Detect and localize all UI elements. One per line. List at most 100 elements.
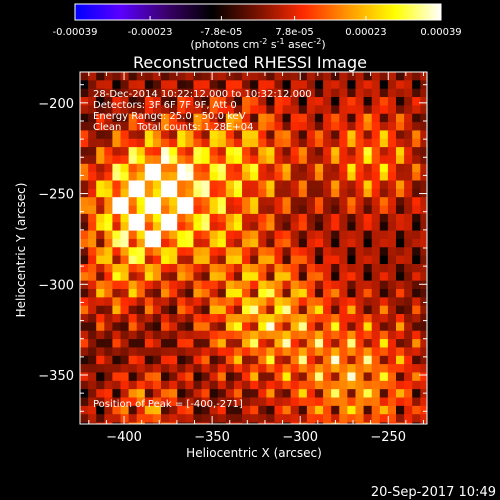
heatmap-cell <box>128 355 138 365</box>
heatmap-cell <box>290 188 300 198</box>
heatmap-cell <box>371 380 381 390</box>
heatmap-cell <box>193 130 203 140</box>
heatmap-cell <box>88 72 97 81</box>
heatmap-cell <box>104 289 114 298</box>
heatmap-cell <box>80 305 89 315</box>
heatmap-cell <box>404 147 413 157</box>
heatmap-cell <box>266 130 276 140</box>
heatmap-cell <box>136 314 146 323</box>
heatmap-cell <box>387 247 397 257</box>
heatmap-cell <box>120 72 130 81</box>
heatmap-cell <box>339 238 348 248</box>
heatmap-cell <box>298 389 308 399</box>
heatmap-cell <box>379 197 389 207</box>
heatmap-cell <box>282 197 292 207</box>
heatmap-cell <box>128 72 138 81</box>
heatmap-cell <box>290 88 300 98</box>
heatmap-cell <box>152 322 162 332</box>
heatmap-cell <box>355 364 365 374</box>
heatmap-cell <box>136 213 146 223</box>
heatmap-cell <box>209 272 219 282</box>
heatmap-cell <box>201 205 211 215</box>
heatmap-cell <box>395 197 405 207</box>
heatmap-cell <box>225 339 235 349</box>
heatmap-cell <box>104 272 114 282</box>
heatmap-cell <box>371 172 381 182</box>
heatmap-cell <box>128 414 138 424</box>
heatmap-cell <box>314 322 324 332</box>
heatmap-cell <box>152 105 162 115</box>
heatmap-cell <box>144 389 154 399</box>
heatmap-cell <box>225 180 235 190</box>
heatmap-cell <box>306 105 316 115</box>
heatmap-cell <box>225 197 235 207</box>
heatmap-cell <box>379 147 389 157</box>
heatmap-cell <box>120 88 130 98</box>
x-tick-label: −250 <box>370 430 406 445</box>
heatmap-cell <box>201 347 211 357</box>
heatmap-cell <box>355 297 365 307</box>
heatmap-cell <box>379 272 389 282</box>
heatmap-cell <box>225 255 235 265</box>
heatmap-cell <box>128 197 138 207</box>
heatmap-cell <box>201 72 211 81</box>
heatmap-cell <box>193 280 203 290</box>
heatmap-cell <box>136 105 146 115</box>
heatmap-cell <box>331 247 340 257</box>
heatmap-cell <box>217 205 227 215</box>
heatmap-cell <box>80 230 89 240</box>
heatmap-cell <box>323 347 332 357</box>
heatmap-cell <box>379 339 389 349</box>
heatmap-cell <box>144 72 154 81</box>
heatmap-cell <box>193 389 203 399</box>
heatmap-cell <box>314 163 324 173</box>
heatmap-cell <box>209 380 219 390</box>
heatmap-cell <box>242 222 251 232</box>
heatmap-cell <box>112 113 122 123</box>
heatmap-cell <box>274 230 284 240</box>
heatmap-cell <box>379 289 389 298</box>
heatmap-cell <box>250 305 259 315</box>
heatmap-cell <box>217 155 227 165</box>
heatmap-cell <box>323 197 332 207</box>
heatmap-cell <box>323 113 332 123</box>
heatmap-cell <box>290 247 300 257</box>
heatmap-cell <box>412 405 421 415</box>
heatmap-cell <box>177 397 186 407</box>
heatmap-cell <box>420 138 427 148</box>
heatmap-cell <box>209 314 219 323</box>
heatmap-cell <box>323 322 332 332</box>
heatmap-cell <box>112 405 122 415</box>
heatmap-cell <box>266 305 276 315</box>
heatmap-cell <box>242 289 251 298</box>
heatmap-cell <box>306 355 316 365</box>
heatmap-cell <box>347 405 357 415</box>
heatmap-cell <box>225 188 235 198</box>
heatmap-cell <box>274 172 284 182</box>
heatmap-cell <box>88 222 97 232</box>
heatmap-cell <box>274 155 284 165</box>
heatmap-cell <box>274 205 284 215</box>
heatmap-cell <box>258 347 267 357</box>
heatmap-cell <box>306 197 316 207</box>
heatmap-cell <box>112 380 122 390</box>
heatmap-cell <box>290 205 300 215</box>
heatmap-cell <box>209 163 219 173</box>
heatmap-cell <box>404 105 413 115</box>
heatmap-cell <box>339 163 348 173</box>
heatmap-cell <box>112 255 122 265</box>
heatmap-cell <box>395 163 405 173</box>
heatmap-cell <box>339 122 348 132</box>
heatmap-cell <box>339 347 348 357</box>
heatmap-cell <box>363 72 373 81</box>
heatmap-cell <box>161 72 170 81</box>
heatmap-cell <box>339 188 348 198</box>
heatmap-cell <box>136 163 146 173</box>
heatmap-cell <box>233 188 243 198</box>
heatmap-cell <box>185 405 195 415</box>
heatmap-cell <box>217 147 227 157</box>
heatmap-cell <box>306 180 316 190</box>
heatmap-cell <box>80 322 89 332</box>
heatmap-cell <box>104 314 114 323</box>
heatmap-cell <box>120 238 130 248</box>
